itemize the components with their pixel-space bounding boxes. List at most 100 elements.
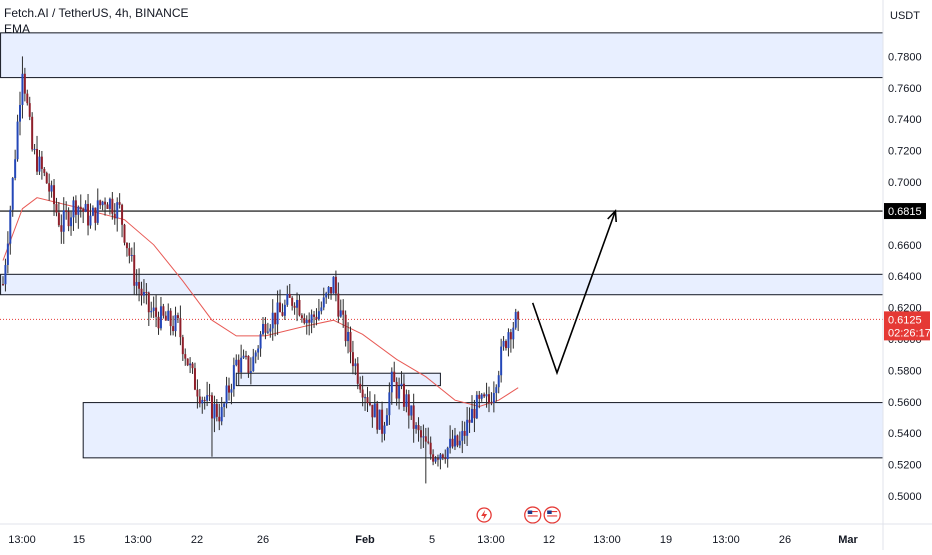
candle-body xyxy=(247,355,250,373)
candle-body xyxy=(40,156,43,169)
candle-body xyxy=(371,404,374,418)
lightning-icon[interactable] xyxy=(476,507,492,523)
candle-body xyxy=(72,200,75,218)
level-price-tag[interactable] xyxy=(884,203,926,220)
us-flag-icon[interactable] xyxy=(543,506,561,524)
candle-body xyxy=(417,425,420,431)
candle-body xyxy=(424,436,427,442)
us-flag-icon[interactable] xyxy=(524,506,542,524)
candle-body xyxy=(276,302,279,325)
candle-body xyxy=(198,396,201,404)
candle-body xyxy=(111,198,114,214)
candle-body xyxy=(266,331,269,333)
time-tick-label: 13:00 xyxy=(8,534,36,546)
candle-body xyxy=(157,316,160,329)
candle-body xyxy=(514,311,517,328)
candle-body xyxy=(215,404,218,417)
candle-body xyxy=(407,394,410,416)
candle-body xyxy=(121,204,124,225)
candle-body xyxy=(330,287,333,294)
candle-body xyxy=(208,395,211,397)
candle-body xyxy=(9,209,12,244)
symbol-title: Fetch.AI / TetherUS, 4h, BINANCE xyxy=(4,6,189,20)
time-tick-label: 13:00 xyxy=(124,534,152,546)
candle-body xyxy=(108,198,111,209)
candle-body xyxy=(123,224,126,243)
time-tick-label: 26 xyxy=(779,534,791,546)
candle-body xyxy=(48,183,51,192)
candle-body xyxy=(432,454,435,462)
candle-body xyxy=(230,389,233,393)
candle-body xyxy=(162,306,165,316)
candle-body xyxy=(74,200,77,215)
candle-body xyxy=(429,442,432,455)
candle-body xyxy=(378,409,381,430)
candle-body xyxy=(451,438,454,447)
candle-body xyxy=(390,371,393,393)
candle-body xyxy=(281,312,284,316)
candle-body xyxy=(130,255,133,257)
candle-body xyxy=(196,389,199,397)
candle-body xyxy=(104,201,107,205)
candle-body xyxy=(385,415,388,426)
candle-body xyxy=(125,242,128,249)
zone-demand-box[interactable] xyxy=(82,402,884,459)
candle-body xyxy=(300,315,303,319)
candle-body xyxy=(296,299,299,308)
candle-body xyxy=(463,430,466,436)
candle-body xyxy=(203,399,206,401)
candle-body xyxy=(298,299,301,316)
candle-body xyxy=(235,359,238,366)
candle-body xyxy=(210,395,213,419)
candle-body xyxy=(21,73,24,105)
candle-body xyxy=(279,302,282,313)
candle-body xyxy=(383,425,386,434)
candle-body xyxy=(225,385,228,404)
projection-path[interactable] xyxy=(531,210,617,376)
price-tick-label: 0.5000 xyxy=(888,491,922,503)
candle-body xyxy=(517,311,520,320)
currency-area xyxy=(884,0,932,30)
candle-body xyxy=(118,202,121,205)
candle-body xyxy=(67,211,70,227)
time-tick-label: Feb xyxy=(355,534,375,546)
candle-body xyxy=(184,354,187,359)
candle-body xyxy=(254,352,257,357)
candle-body xyxy=(320,307,323,312)
candle-body xyxy=(96,200,99,223)
candle-body xyxy=(483,394,486,397)
candle-body xyxy=(169,310,172,327)
candle-body xyxy=(283,304,286,316)
candle-body xyxy=(354,363,357,367)
currency-label[interactable]: USDT xyxy=(890,10,920,22)
candle-body xyxy=(19,104,22,122)
candle-body xyxy=(2,284,4,286)
candle-body xyxy=(505,341,508,349)
candle-body xyxy=(189,363,192,366)
ema-indicator-label[interactable]: EMA xyxy=(4,22,30,36)
candle-body xyxy=(475,394,478,419)
zone-mid-band[interactable] xyxy=(0,273,884,296)
level-price-label: 0.6815 xyxy=(888,206,922,218)
candle-body xyxy=(269,328,272,332)
last-price-tag[interactable] xyxy=(884,311,930,341)
candle-body xyxy=(436,458,439,460)
zone-retest-box[interactable] xyxy=(235,372,441,387)
candle-body xyxy=(410,405,413,416)
candle-body xyxy=(142,292,145,296)
candle-body xyxy=(502,341,505,347)
candle-body xyxy=(388,392,391,416)
candle-body xyxy=(366,397,369,404)
candle-body xyxy=(218,416,221,422)
candle-body xyxy=(313,314,316,317)
candle-body xyxy=(53,185,56,205)
candle-body xyxy=(138,281,141,289)
candle-body xyxy=(512,327,515,340)
candle-body xyxy=(288,293,291,298)
candle-body xyxy=(193,368,196,390)
price-tick-label: 0.7400 xyxy=(888,114,922,126)
candle-body xyxy=(135,281,138,286)
zone-resistance-top[interactable] xyxy=(0,32,884,79)
